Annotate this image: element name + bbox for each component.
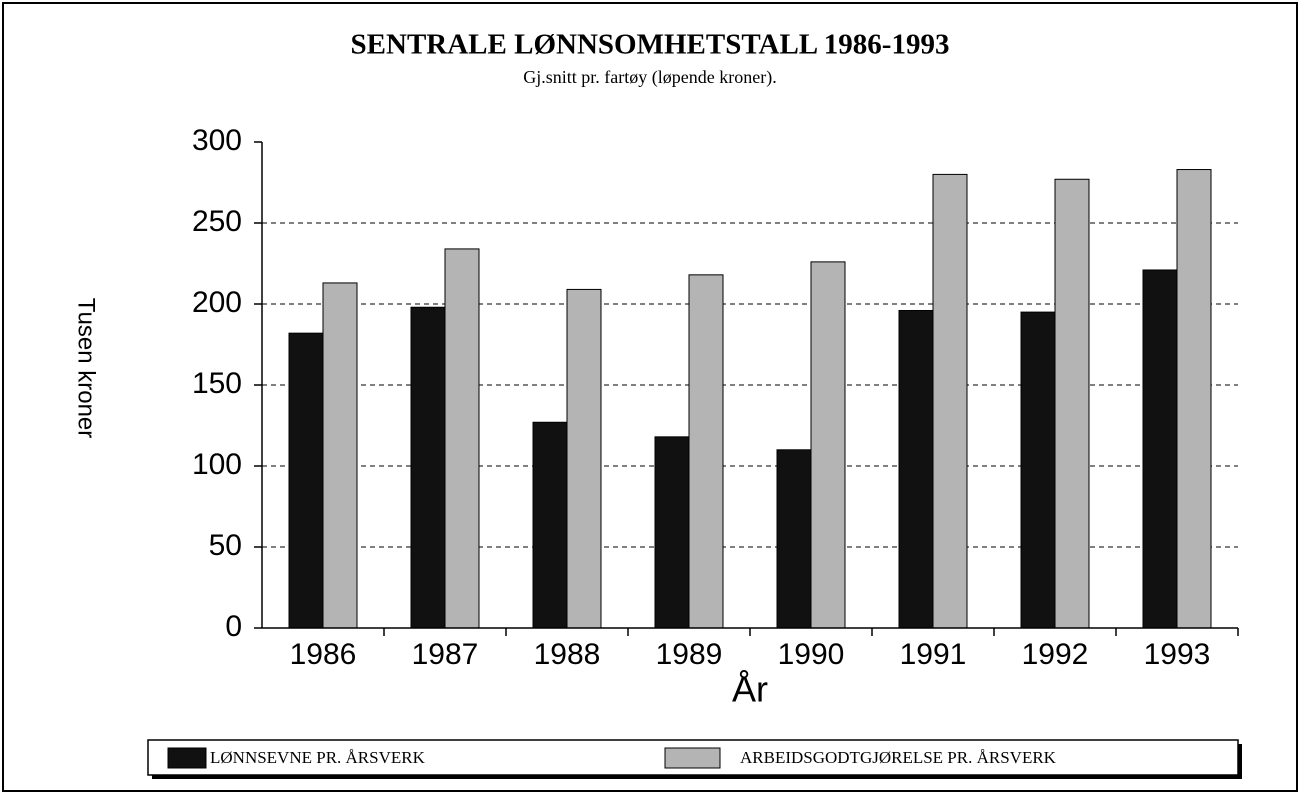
- legend-label: ARBEIDSGODTGJØRELSE PR. ÅRSVERK: [740, 748, 1057, 767]
- x-tick-label: 1992: [1022, 638, 1089, 671]
- x-tick-label: 1987: [412, 638, 479, 671]
- y-axis-title: Tusen kroner: [73, 298, 100, 439]
- y-tick-label: 150: [192, 367, 242, 400]
- bar: [444, 248, 480, 629]
- legend-swatch: [664, 747, 721, 769]
- bar: [532, 421, 568, 629]
- bar: [288, 332, 324, 629]
- x-tick-label: 1993: [1144, 638, 1211, 671]
- bar: [932, 173, 968, 629]
- bar: [688, 274, 724, 629]
- x-tick-label: 1989: [656, 638, 723, 671]
- chart-title: SENTRALE LØNNSOMHETSTALL 1986-1993: [351, 29, 950, 61]
- bar: [410, 306, 446, 629]
- bar: [1020, 311, 1056, 629]
- legend-label: LØNNSEVNE PR. ÅRSVERK: [210, 748, 426, 767]
- y-tick-label: 50: [209, 529, 242, 562]
- y-tick-label: 100: [192, 448, 242, 481]
- y-tick-label: 300: [192, 124, 242, 157]
- bar: [1176, 169, 1212, 629]
- bar: [1142, 269, 1178, 629]
- y-tick-label: 0: [225, 610, 242, 643]
- bar: [566, 288, 602, 629]
- x-tick-label: 1986: [290, 638, 357, 671]
- bar: [1054, 178, 1090, 629]
- x-tick-label: 1988: [534, 638, 601, 671]
- x-axis-title: År: [732, 669, 768, 710]
- bar: [654, 436, 690, 629]
- bar: [810, 261, 846, 629]
- chart-subtitle: Gj.snitt pr. fartøy (løpende kroner).: [523, 67, 776, 88]
- bar: [322, 282, 358, 629]
- legend-swatch: [167, 747, 207, 769]
- x-tick-label: 1991: [900, 638, 967, 671]
- bar: [776, 449, 812, 629]
- x-tick-label: 1990: [778, 638, 845, 671]
- y-tick-label: 200: [192, 286, 242, 319]
- bar: [898, 309, 934, 629]
- y-tick-label: 250: [192, 205, 242, 238]
